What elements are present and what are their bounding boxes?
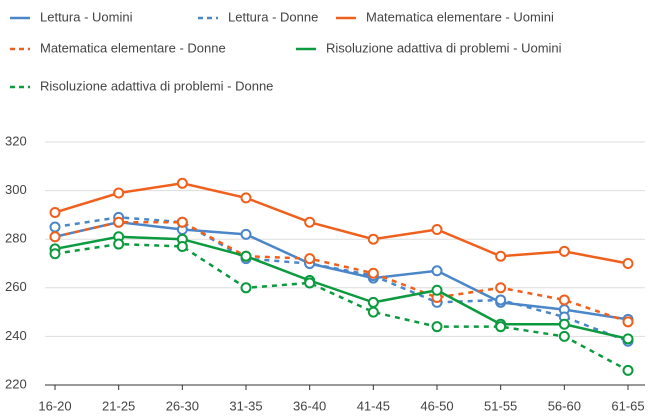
series-line: [54, 182, 629, 265]
point: [367, 296, 379, 308]
y-tick-label: 300: [5, 182, 27, 197]
point: [431, 223, 443, 235]
legend-label: Lettura - Donne: [228, 9, 318, 24]
x-tick-label: 36-40: [293, 398, 326, 413]
point: [49, 248, 61, 260]
point: [495, 294, 507, 306]
point: [367, 306, 379, 318]
y-tick-label: 240: [5, 328, 27, 343]
x-tick-label: 56-60: [548, 398, 581, 413]
point: [558, 294, 570, 306]
x-tick-label: 51-55: [484, 398, 517, 413]
legend-label: Risoluzione adattiva di problemi - Uomin…: [326, 40, 562, 55]
point: [367, 267, 379, 279]
point: [176, 177, 188, 189]
point: [176, 216, 188, 228]
point: [240, 250, 252, 262]
legend-label: Lettura - Uomini: [40, 9, 133, 24]
point: [113, 216, 125, 228]
y-tick-label: 260: [5, 279, 27, 294]
point: [558, 318, 570, 330]
x-tick-label: 31-35: [229, 398, 262, 413]
point: [495, 250, 507, 262]
point: [622, 316, 634, 328]
point: [113, 238, 125, 250]
point: [304, 277, 316, 289]
point: [495, 321, 507, 333]
point: [176, 240, 188, 252]
point: [431, 284, 443, 296]
point: [49, 221, 61, 233]
point: [367, 233, 379, 245]
point: [240, 192, 252, 204]
series-line: [54, 216, 629, 343]
point: [49, 206, 61, 218]
point: [304, 216, 316, 228]
point: [622, 333, 634, 345]
x-tick-label: 16-20: [38, 398, 71, 413]
x-tick-label: 26-30: [166, 398, 199, 413]
legend-label: Risoluzione adattiva di problemi - Donne: [40, 78, 273, 93]
series-line: [54, 220, 629, 321]
point: [304, 253, 316, 265]
legend-label: Matematica elementare - Donne: [40, 40, 226, 55]
point: [49, 231, 61, 243]
point: [240, 282, 252, 294]
y-tick-label: 320: [5, 133, 27, 148]
point: [622, 258, 634, 269]
point: [495, 282, 507, 294]
series-line: [54, 242, 629, 372]
x-tick-label: 41-45: [357, 398, 390, 413]
point: [240, 228, 252, 240]
point: [622, 364, 634, 376]
y-tick-label: 220: [5, 376, 27, 391]
series-line: [54, 235, 629, 341]
x-tick-label: 21-25: [102, 398, 135, 413]
point: [558, 330, 570, 342]
x-tick-label: 46-50: [420, 398, 453, 413]
point: [431, 265, 443, 277]
legend-label: Matematica elementare - Uomini: [366, 9, 554, 24]
point: [431, 321, 443, 333]
x-tick-label: 61-65: [611, 398, 644, 413]
point: [558, 245, 570, 257]
y-tick-label: 280: [5, 231, 27, 246]
point: [113, 187, 125, 199]
